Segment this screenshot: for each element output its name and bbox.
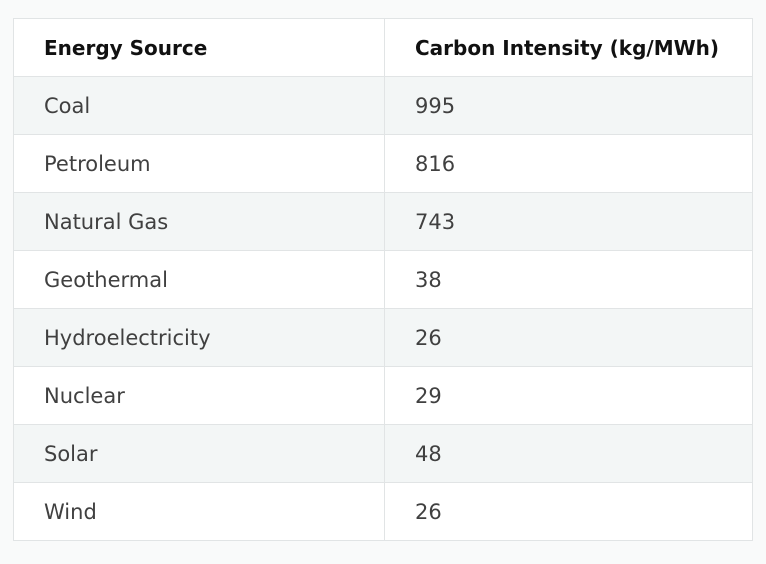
table-cell: Coal: [13, 76, 385, 135]
table-cell: Wind: [13, 482, 385, 541]
table-cell: 743: [384, 192, 753, 251]
table-cell: 995: [384, 76, 753, 135]
table-cell: Geothermal: [13, 250, 385, 309]
table-row: Geothermal 38: [13, 250, 753, 309]
header-cell: Energy Source: [13, 18, 385, 77]
table-row: Petroleum 816: [13, 134, 753, 193]
table-row: Nuclear 29: [13, 366, 753, 425]
table-cell: 38: [384, 250, 753, 309]
table-row: Solar 48: [13, 424, 753, 483]
table-cell: 816: [384, 134, 753, 193]
table-cell: Nuclear: [13, 366, 385, 425]
table-cell: Solar: [13, 424, 385, 483]
table-cell: Natural Gas: [13, 192, 385, 251]
header-cell: Carbon Intensity (kg/MWh): [384, 18, 753, 77]
table-cell: Hydroelectricity: [13, 308, 385, 367]
table-row: Natural Gas 743: [13, 192, 753, 251]
table-cell: Petroleum: [13, 134, 385, 193]
table-cell: 48: [384, 424, 753, 483]
table: Energy Source Carbon Intensity (kg/MWh) C…: [13, 18, 753, 541]
table-row: Coal 995: [13, 76, 753, 135]
table-cell: 26: [384, 482, 753, 541]
table-cell: 29: [384, 366, 753, 425]
table-row: Wind 26: [13, 482, 753, 541]
table-cell: 26: [384, 308, 753, 367]
header-row: Energy Source Carbon Intensity (kg/MWh): [13, 18, 753, 77]
table-row: Hydroelectricity 26: [13, 308, 753, 367]
